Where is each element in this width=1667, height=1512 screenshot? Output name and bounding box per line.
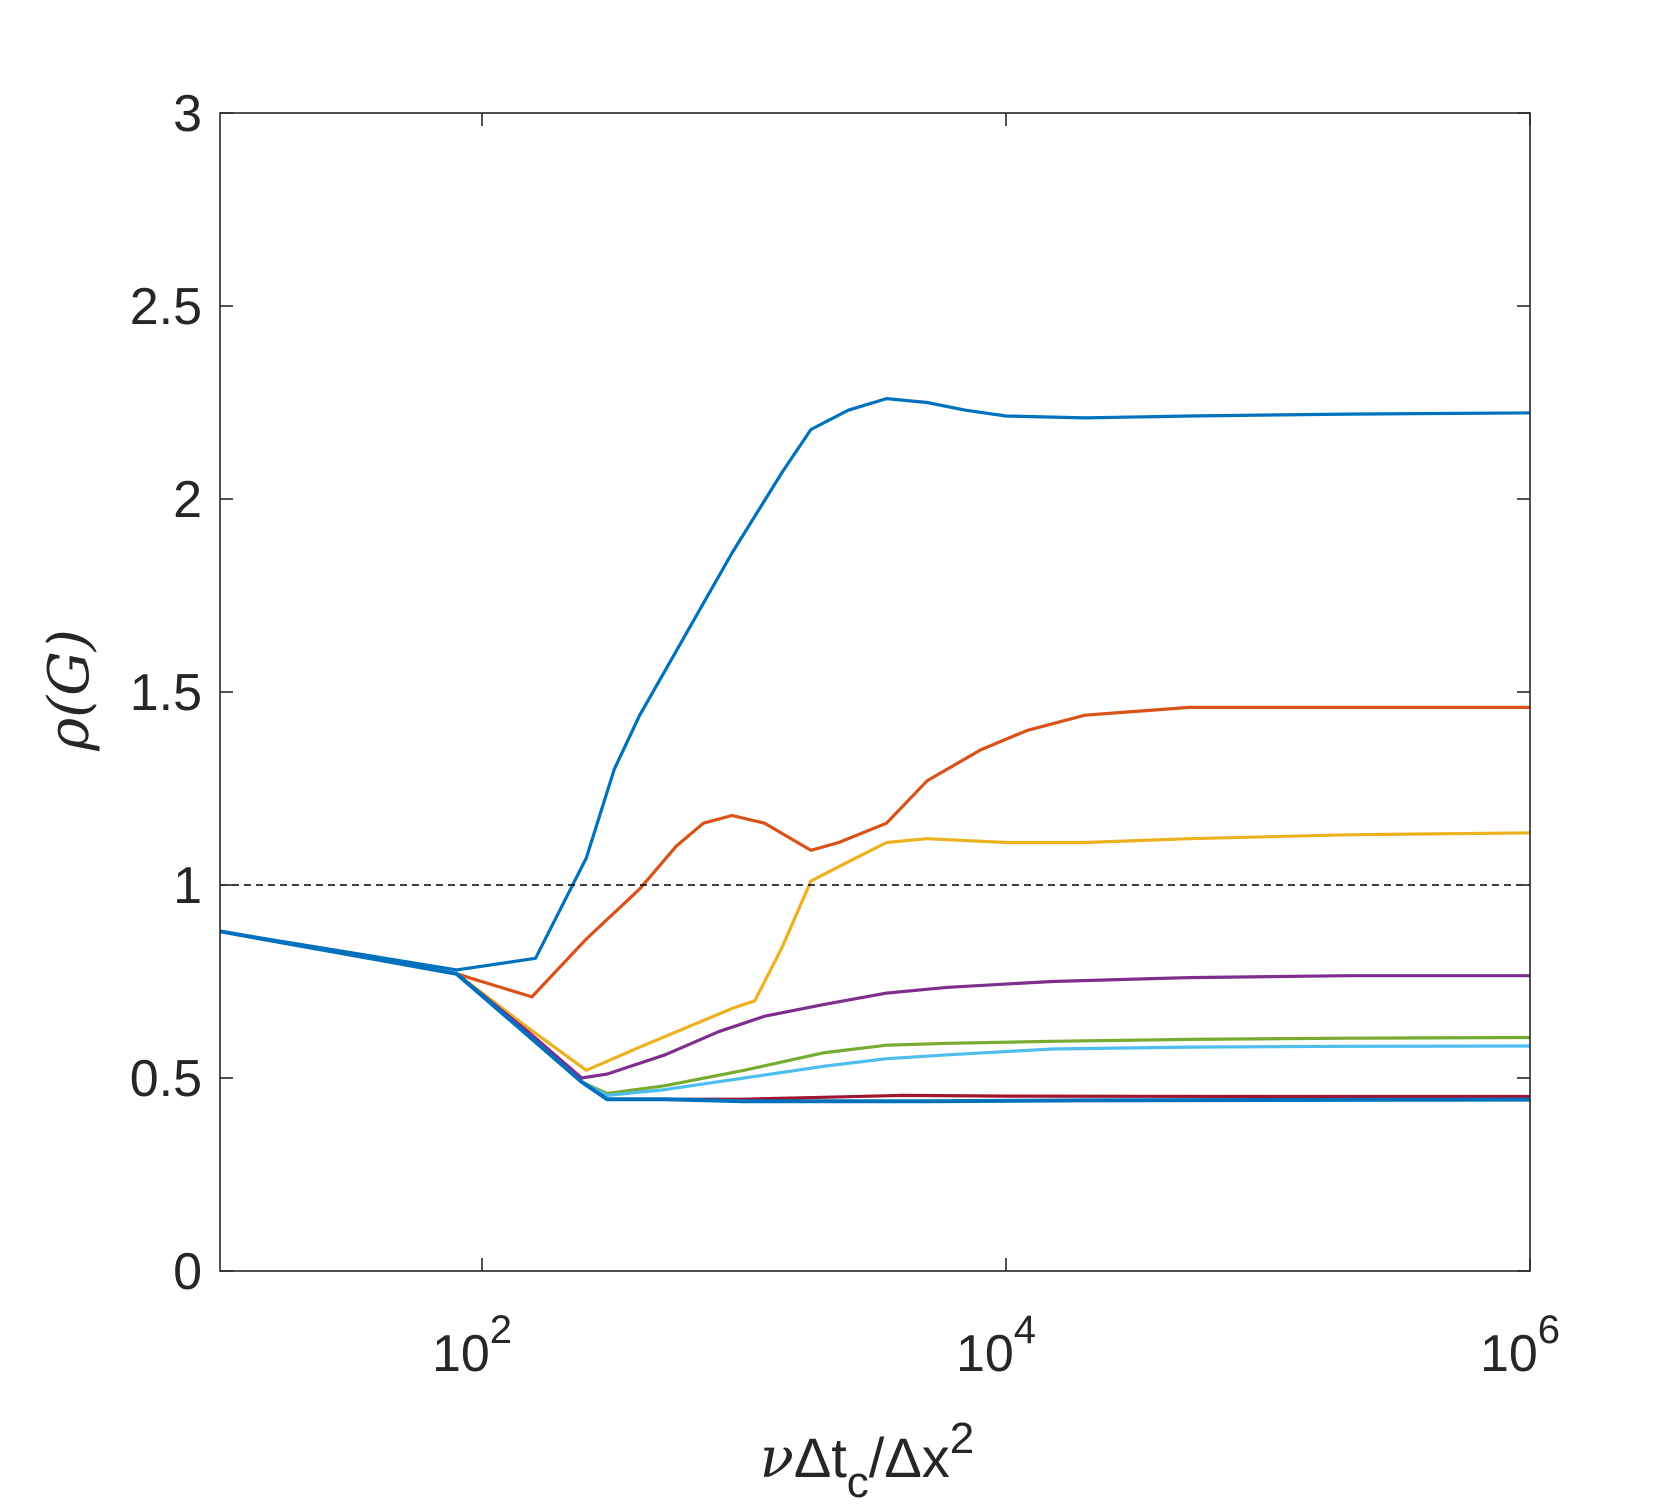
y-tick-label-5: 2.5: [130, 278, 202, 336]
y-tick-label-4: 2: [173, 471, 202, 529]
x-label-delta-t: Δt: [794, 1426, 847, 1489]
y-label-G: G: [37, 651, 102, 696]
series-line-2: [219, 705, 1530, 999]
series-layer: [219, 397, 1531, 1104]
y-tick-label-2: 1: [173, 857, 202, 915]
x-tick-label-2: 106: [1480, 1308, 1560, 1383]
x-label-delta-x: Δx: [884, 1426, 949, 1489]
y-axis-label: ρ(G): [37, 629, 102, 751]
series-line-8: [219, 929, 1531, 1104]
series-line-4: [219, 929, 1530, 1080]
y-tick-label-0: 0: [173, 1243, 202, 1301]
x-label-subscript: c: [847, 1458, 869, 1507]
x-tick-label-0: 102: [432, 1308, 512, 1383]
y-label-close-paren: ): [37, 629, 102, 652]
x-label-slash: /: [869, 1426, 885, 1489]
x-axis-label: νΔtc/Δx2: [760, 1414, 974, 1507]
x-label-nu: ν: [760, 1426, 794, 1491]
y-tick-label-6: 3: [173, 85, 202, 143]
y-tick-label-1: 0.5: [130, 1050, 202, 1108]
y-label-open-paren: (: [37, 695, 102, 718]
series-line-1: [219, 397, 1531, 972]
series-line-3: [219, 831, 1531, 1072]
y-label-rho: ρ: [37, 718, 102, 752]
x-tick-label-1: 104: [956, 1308, 1036, 1383]
x-label-superscript: 2: [950, 1414, 974, 1463]
ticks-layer: 0 0.5 1 1.5 2 2.5 3 102 104 106: [130, 85, 1560, 1383]
y-tick-label-3: 1.5: [130, 664, 202, 722]
